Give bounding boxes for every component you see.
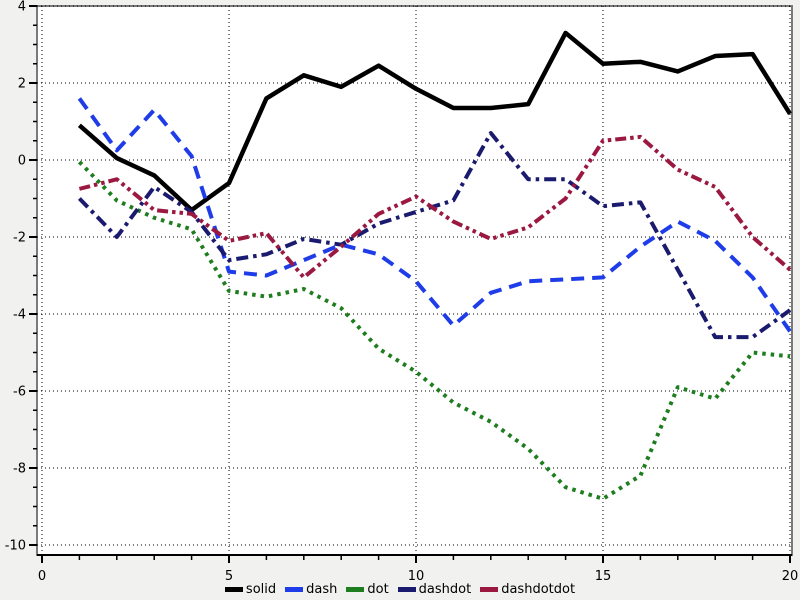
legend-item-solid: solid	[224, 582, 277, 597]
y-tick-label: 2	[18, 77, 26, 92]
x-tick-label: 5	[225, 569, 233, 584]
legend-label: dot	[367, 582, 389, 597]
legend-label: dashdotdot	[501, 582, 576, 597]
legend-label: solid	[245, 582, 277, 597]
y-tick-label: -10	[5, 539, 26, 554]
legend-item-dashdot: dashdot	[397, 582, 472, 597]
series-line-dashdotdot	[78, 134, 792, 280]
chart-legend: solid dash dot dashdot dashdotdot	[0, 582, 800, 597]
legend-item-dash: dash	[285, 582, 337, 597]
y-tick-label: -8	[13, 462, 26, 477]
y-tick-label: -2	[13, 231, 26, 246]
series-line-dash	[77, 97, 792, 333]
axis-ticks	[29, 5, 791, 563]
legend-item-dashdotdot: dashdotdot	[480, 582, 575, 597]
y-tick-labels: 4 2 0 -2 -4 -6 -8 -10	[5, 0, 26, 554]
legend-swatch-dashdotdot	[480, 587, 499, 592]
series-line-dashdot	[77, 131, 792, 340]
y-tick-label: 0	[18, 154, 26, 169]
y-tick-label: 4	[18, 0, 26, 15]
x-tick-labels: 0 5 10 15 20	[38, 569, 798, 584]
series-line-solid	[77, 30, 792, 213]
x-tick-label: 0	[38, 569, 46, 584]
x-tick-label: 10	[408, 569, 425, 584]
x-tick-label: 15	[595, 569, 612, 584]
legend-label: dashdot	[418, 582, 472, 597]
series-line-dot	[77, 160, 791, 501]
plot-area	[36, 5, 793, 556]
legend-swatch-dot	[346, 587, 365, 592]
y-tick-label: -6	[13, 385, 26, 400]
legend-swatch-solid	[224, 587, 243, 592]
legend-swatch-dash	[285, 587, 304, 592]
legend-item-dot: dot	[346, 582, 389, 597]
y-tick-label: -4	[13, 308, 26, 323]
legend-swatch-dashdot	[397, 587, 416, 592]
x-tick-label: 20	[782, 569, 799, 584]
legend-label: dash	[306, 582, 338, 597]
